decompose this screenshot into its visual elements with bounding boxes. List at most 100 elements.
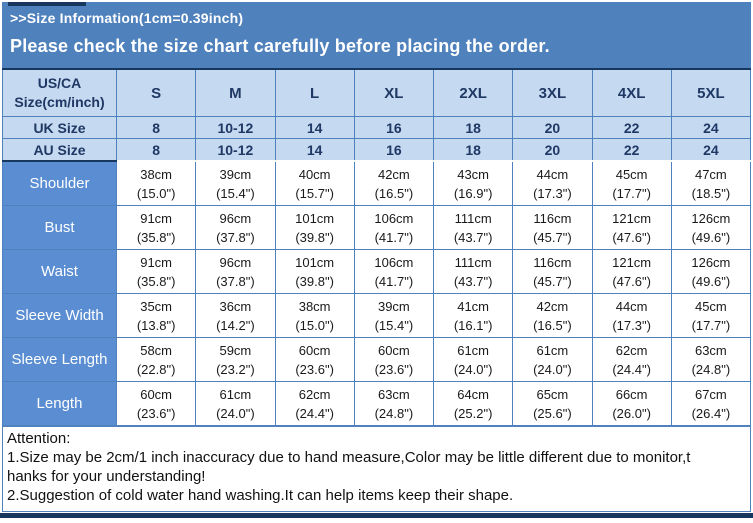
attention-line-1: 1.Size may be 2cm/1 inch inaccuracy due … (7, 449, 691, 466)
measure-cell: 44cm (17.3") (512, 160, 593, 206)
size-col-s: S (115, 68, 197, 117)
bust-row: Bust 91cm (35.8") 96cm (37.8") 101cm (39… (2, 205, 752, 250)
measure-cell: 39cm (15.4") (195, 160, 276, 206)
measure-cell: 91cm (35.8") (115, 249, 197, 294)
size-cell: 8 (115, 138, 197, 162)
measure-cell: 67cm (26.4") (670, 381, 752, 426)
attention-line-3: 2.Suggestion of cold water hand washing.… (7, 487, 514, 504)
corner-header-cell: US/CA Size(cm/inch) (2, 68, 117, 117)
measure-cell: 42cm (16.5") (512, 293, 593, 338)
length-row: Length 60cm (23.6") 61cm (24.0") 62cm (2… (2, 381, 752, 426)
measure-cell: 45cm (17.7") (591, 160, 672, 206)
size-chart-table: US/CA Size(cm/inch) S M L XL 2XL 3XL 4XL… (2, 68, 752, 426)
measure-cell: 106cm (41.7") (353, 205, 435, 250)
measure-cell: 45cm (17.7") (670, 293, 752, 338)
measure-cell: 96cm (37.8") (195, 249, 276, 294)
measure-cell: 40cm (15.7") (274, 160, 355, 206)
size-col-4xl: 4XL (591, 68, 672, 117)
measure-cell: 41cm (16.1") (432, 293, 514, 338)
measure-cell: 64cm (25.2") (432, 381, 514, 426)
size-col-xl: XL (353, 68, 435, 117)
measure-cell: 61cm (24.0") (432, 337, 514, 382)
measure-cell: 42cm (16.5") (353, 160, 435, 206)
shoulder-row: Shoulder 38cm (15.0") 39cm (15.4") 40cm … (2, 160, 752, 206)
size-cell: 18 (432, 138, 514, 162)
measure-cell: 60cm (23.6") (353, 337, 435, 382)
attention-heading: Attention: (7, 430, 71, 447)
measure-cell: 63cm (24.8") (670, 337, 752, 382)
measure-cell: 47cm (18.5") (670, 160, 752, 206)
size-cell: 22 (591, 138, 672, 162)
measure-cell: 116cm (45.7") (512, 249, 593, 294)
banner: >>Size Information(1cm=0.39inch) Please … (2, 2, 751, 68)
measure-cell: 101cm (39.8") (274, 249, 355, 294)
measure-cell: 38cm (15.0") (115, 160, 197, 206)
size-cell: 20 (512, 116, 593, 139)
sleeve-width-row: Sleeve Width 35cm (13.8") 36cm (14.2") 3… (2, 293, 752, 338)
size-cell: 14 (274, 116, 355, 139)
size-cell: 24 (670, 116, 752, 139)
measure-cell: 91cm (35.8") (115, 205, 197, 250)
measure-cell: 36cm (14.2") (195, 293, 276, 338)
size-cell: 10-12 (195, 138, 276, 162)
row-label-au-size: AU Size (2, 138, 117, 162)
row-label-bust: Bust (2, 205, 117, 250)
measure-cell: 66cm (26.0") (591, 381, 672, 426)
measure-cell: 58cm (22.8") (115, 337, 197, 382)
size-cell: 22 (591, 116, 672, 139)
measure-cell: 65cm (25.6") (512, 381, 593, 426)
measure-cell: 111cm (43.7") (432, 205, 514, 250)
size-col-3xl: 3XL (512, 68, 593, 117)
sleeve-length-row: Sleeve Length 58cm (22.8") 59cm (23.2") … (2, 337, 752, 382)
banner-subtitle: Please check the size chart carefully be… (10, 36, 550, 56)
attention-line-2: hanks for your understanding! (7, 468, 206, 485)
measure-cell: 44cm (17.3") (591, 293, 672, 338)
size-col-m: M (195, 68, 276, 117)
measure-cell: 126cm (49.6") (670, 205, 752, 250)
attention-note: Attention: 1.Size may be 2cm/1 inch inac… (2, 426, 751, 512)
measure-cell: 60cm (23.6") (274, 337, 355, 382)
uk-size-row: UK Size 8 10-12 14 16 18 20 22 24 (2, 116, 752, 139)
size-cell: 10-12 (195, 116, 276, 139)
row-label-length: Length (2, 381, 117, 426)
measure-cell: 60cm (23.6") (115, 381, 197, 426)
banner-title: >>Size Information(1cm=0.39inch) (10, 10, 244, 26)
measure-cell: 38cm (15.0") (274, 293, 355, 338)
measure-cell: 96cm (37.8") (195, 205, 276, 250)
waist-row: Waist 91cm (35.8") 96cm (37.8") 101cm (3… (2, 249, 752, 294)
measure-cell: 111cm (43.7") (432, 249, 514, 294)
row-label-waist: Waist (2, 249, 117, 294)
size-col-l: L (274, 68, 355, 117)
size-cell: 16 (353, 116, 435, 139)
bottom-dark-band (0, 513, 753, 518)
size-col-2xl: 2XL (432, 68, 514, 117)
size-cell: 18 (432, 116, 514, 139)
measure-cell: 59cm (23.2") (195, 337, 276, 382)
measure-cell: 39cm (15.4") (353, 293, 435, 338)
row-label-sleeve-width: Sleeve Width (2, 293, 117, 338)
measure-cell: 106cm (41.7") (353, 249, 435, 294)
measure-cell: 116cm (45.7") (512, 205, 593, 250)
size-header-row: US/CA Size(cm/inch) S M L XL 2XL 3XL 4XL… (2, 68, 752, 117)
size-cell: 20 (512, 138, 593, 162)
row-label-sleeve-length: Sleeve Length (2, 337, 117, 382)
size-cell: 14 (274, 138, 355, 162)
measure-cell: 126cm (49.6") (670, 249, 752, 294)
size-cell: 16 (353, 138, 435, 162)
measure-cell: 62cm (24.4") (274, 381, 355, 426)
measure-cell: 35cm (13.8") (115, 293, 197, 338)
size-col-5xl: 5XL (670, 68, 752, 117)
measure-cell: 43cm (16.9") (432, 160, 514, 206)
measure-cell: 121cm (47.6") (591, 205, 672, 250)
measure-cell: 61cm (24.0") (195, 381, 276, 426)
size-cell: 8 (115, 116, 197, 139)
top-dark-strip (8, 2, 86, 6)
measure-cell: 61cm (24.0") (512, 337, 593, 382)
au-size-row: AU Size 8 10-12 14 16 18 20 22 24 (2, 138, 752, 162)
measure-cell: 121cm (47.6") (591, 249, 672, 294)
measure-cell: 101cm (39.8") (274, 205, 355, 250)
measure-cell: 62cm (24.4") (591, 337, 672, 382)
row-label-uk-size: UK Size (2, 116, 117, 139)
row-label-shoulder: Shoulder (2, 160, 117, 206)
size-cell: 24 (670, 138, 752, 162)
